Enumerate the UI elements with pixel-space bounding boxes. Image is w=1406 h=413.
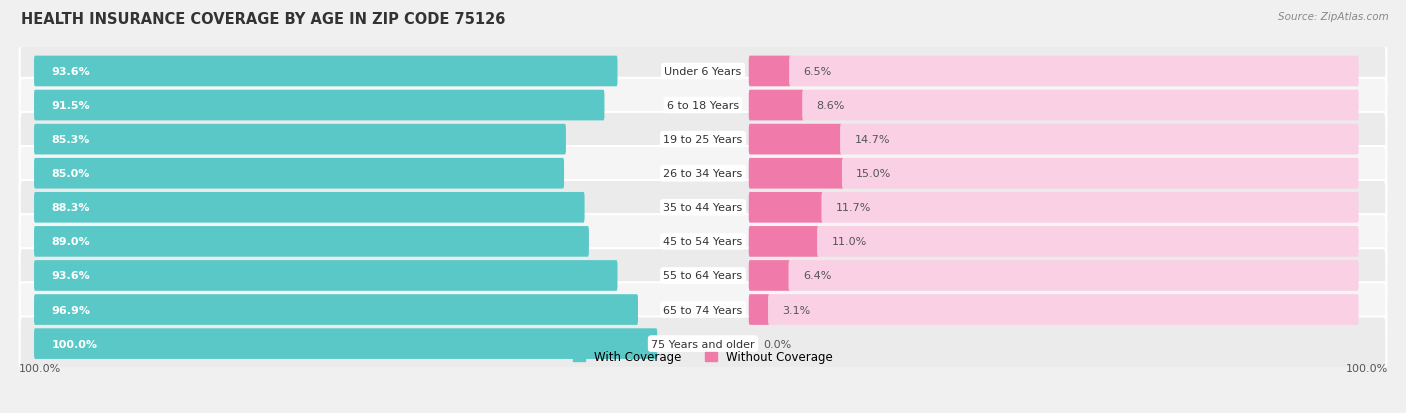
FancyBboxPatch shape — [20, 215, 1386, 269]
FancyBboxPatch shape — [768, 294, 1358, 325]
Text: 45 to 54 Years: 45 to 54 Years — [664, 237, 742, 247]
FancyBboxPatch shape — [803, 90, 1358, 121]
Text: 75 Years and older: 75 Years and older — [651, 339, 755, 349]
FancyBboxPatch shape — [749, 261, 790, 291]
FancyBboxPatch shape — [34, 57, 617, 87]
Text: 93.6%: 93.6% — [52, 271, 90, 281]
Text: 88.3%: 88.3% — [52, 203, 90, 213]
FancyBboxPatch shape — [34, 192, 585, 223]
Text: 26 to 34 Years: 26 to 34 Years — [664, 169, 742, 179]
Text: 11.7%: 11.7% — [835, 203, 872, 213]
Text: 6.5%: 6.5% — [803, 67, 832, 77]
Text: 55 to 64 Years: 55 to 64 Years — [664, 271, 742, 281]
FancyBboxPatch shape — [34, 226, 589, 257]
Text: 100.0%: 100.0% — [52, 339, 98, 349]
Text: 96.9%: 96.9% — [52, 305, 91, 315]
FancyBboxPatch shape — [749, 192, 824, 223]
FancyBboxPatch shape — [749, 124, 842, 155]
Text: 65 to 74 Years: 65 to 74 Years — [664, 305, 742, 315]
FancyBboxPatch shape — [20, 113, 1386, 167]
FancyBboxPatch shape — [34, 159, 564, 189]
FancyBboxPatch shape — [20, 45, 1386, 99]
FancyBboxPatch shape — [817, 226, 1358, 257]
Text: 100.0%: 100.0% — [1346, 363, 1388, 373]
FancyBboxPatch shape — [34, 261, 617, 291]
Text: 15.0%: 15.0% — [856, 169, 891, 179]
FancyBboxPatch shape — [20, 147, 1386, 201]
FancyBboxPatch shape — [749, 294, 770, 325]
FancyBboxPatch shape — [34, 90, 605, 121]
Legend: With Coverage, Without Coverage: With Coverage, Without Coverage — [568, 346, 838, 368]
Text: 14.7%: 14.7% — [855, 135, 890, 145]
FancyBboxPatch shape — [789, 57, 1358, 87]
Text: 85.3%: 85.3% — [52, 135, 90, 145]
FancyBboxPatch shape — [34, 124, 567, 155]
FancyBboxPatch shape — [749, 57, 792, 87]
FancyBboxPatch shape — [749, 159, 844, 189]
Text: 89.0%: 89.0% — [52, 237, 90, 247]
FancyBboxPatch shape — [789, 261, 1358, 291]
FancyBboxPatch shape — [749, 226, 820, 257]
Text: 91.5%: 91.5% — [52, 101, 90, 111]
Text: 6 to 18 Years: 6 to 18 Years — [666, 101, 740, 111]
Text: 100.0%: 100.0% — [18, 363, 60, 373]
Text: 11.0%: 11.0% — [831, 237, 866, 247]
FancyBboxPatch shape — [842, 159, 1358, 189]
FancyBboxPatch shape — [20, 78, 1386, 133]
Text: HEALTH INSURANCE COVERAGE BY AGE IN ZIP CODE 75126: HEALTH INSURANCE COVERAGE BY AGE IN ZIP … — [21, 12, 506, 27]
FancyBboxPatch shape — [20, 317, 1386, 371]
Text: Under 6 Years: Under 6 Years — [665, 67, 741, 77]
Text: 0.0%: 0.0% — [763, 339, 792, 349]
Text: Source: ZipAtlas.com: Source: ZipAtlas.com — [1278, 12, 1389, 22]
FancyBboxPatch shape — [20, 282, 1386, 337]
Text: 6.4%: 6.4% — [803, 271, 831, 281]
Text: 93.6%: 93.6% — [52, 67, 90, 77]
Text: 35 to 44 Years: 35 to 44 Years — [664, 203, 742, 213]
FancyBboxPatch shape — [821, 192, 1358, 223]
FancyBboxPatch shape — [34, 328, 657, 359]
Text: 8.6%: 8.6% — [817, 101, 845, 111]
FancyBboxPatch shape — [20, 249, 1386, 303]
Text: 85.0%: 85.0% — [52, 169, 90, 179]
Text: 3.1%: 3.1% — [782, 305, 811, 315]
Text: 19 to 25 Years: 19 to 25 Years — [664, 135, 742, 145]
FancyBboxPatch shape — [34, 294, 638, 325]
FancyBboxPatch shape — [839, 124, 1358, 155]
FancyBboxPatch shape — [749, 90, 804, 121]
FancyBboxPatch shape — [20, 180, 1386, 235]
